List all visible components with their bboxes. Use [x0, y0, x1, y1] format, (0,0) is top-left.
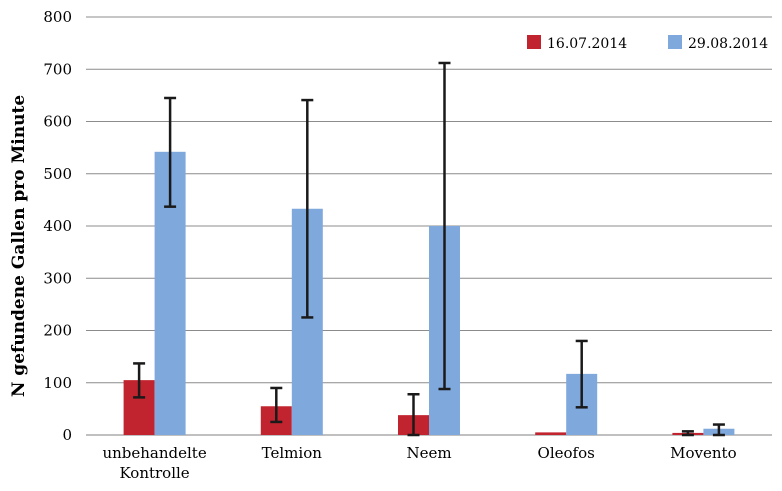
category-label: Neem — [406, 444, 451, 462]
y-tick-label: 500 — [43, 165, 72, 183]
y-tick-label: 0 — [62, 426, 72, 444]
category-label: unbehandelte — [102, 444, 206, 462]
legend-label: 16.07.2014 — [547, 36, 627, 52]
bars — [123, 151, 735, 435]
error-bar — [270, 386, 283, 424]
error-bars — [133, 61, 725, 437]
error-bar — [301, 98, 314, 319]
legend-swatch — [668, 35, 682, 49]
error-bar — [712, 423, 725, 437]
y-tick-label: 400 — [43, 217, 72, 235]
y-tick-label: 600 — [43, 113, 72, 131]
category-label: Telmion — [262, 444, 323, 462]
y-tick-label: 300 — [43, 269, 72, 287]
x-category-labels: unbehandelte Kontrolle Telmion Neem Oleofos M… — [102, 444, 736, 482]
category-label: Oleofos — [538, 444, 595, 462]
error-bar — [407, 392, 420, 437]
legend-item: 29.08.2014 — [668, 35, 768, 52]
legend: 16.07.2014 29.08.2014 — [527, 35, 768, 52]
error-bar — [438, 61, 451, 391]
error-bar — [575, 339, 588, 409]
error-bar — [681, 430, 694, 437]
error-bar — [164, 96, 177, 208]
y-axis-title: N gefundene Gallen pro Minute — [9, 95, 29, 397]
legend-label: 29.08.2014 — [688, 36, 768, 52]
category-label: Movento — [670, 444, 736, 462]
category-label: Kontrolle — [119, 464, 189, 482]
y-tick-label: 100 — [43, 374, 72, 392]
legend-swatch — [527, 35, 541, 49]
y-tick-labels: 0 100 200 300 400 500 600 700 800 — [43, 8, 72, 444]
y-tick-label: 700 — [43, 60, 72, 78]
error-bar — [133, 362, 146, 399]
legend-item: 16.07.2014 — [527, 35, 627, 52]
y-tick-label: 200 — [43, 322, 72, 340]
bar — [535, 432, 567, 435]
y-tick-label: 800 — [43, 8, 72, 26]
